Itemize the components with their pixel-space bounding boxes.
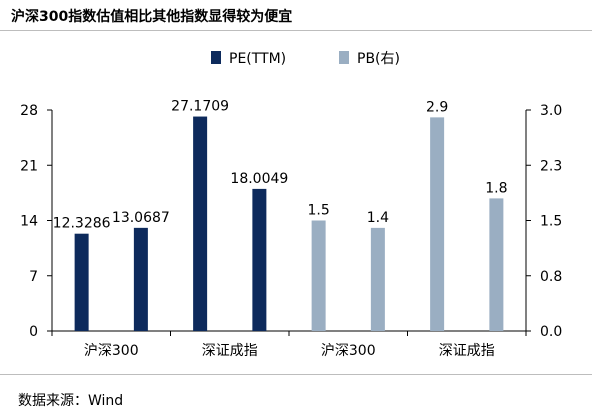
source-note: 数据来源：Wind [18, 393, 124, 409]
y-right-tick-label: 0.0 [540, 324, 562, 340]
legend-swatch-pe [211, 51, 221, 64]
pe-bar [74, 233, 89, 331]
y-right-tick-label: 2.3 [540, 158, 562, 174]
pe-data-label: 27.1709 [171, 99, 229, 115]
source-divider [0, 374, 592, 375]
y-left-tick-label: 7 [29, 269, 38, 285]
x-tick-label: 深证成指 [202, 343, 258, 359]
y-left-tick-label: 21 [20, 158, 38, 174]
pb-data-label: 2.9 [426, 99, 448, 115]
title-divider [0, 30, 592, 31]
legend-swatch-pb [339, 51, 349, 64]
x-tick-label: 深证成指 [439, 343, 495, 359]
pb-data-label: 1.4 [367, 210, 389, 226]
y-right-tick-label: 1.5 [540, 214, 562, 230]
pe-data-label: 13.0687 [112, 210, 170, 226]
pe-bar [133, 227, 148, 331]
pe-data-label: 18.0049 [230, 171, 288, 187]
legend-label-pe: PE(TTM) [229, 51, 286, 67]
pe-bar [252, 188, 267, 331]
y-right-tick-label: 0.8 [540, 269, 562, 285]
legend-label-pb: PB(右) [357, 51, 400, 67]
pb-bar [430, 117, 445, 331]
pb-data-label: 1.8 [485, 180, 507, 196]
y-left-tick-label: 28 [20, 103, 38, 119]
y-left-tick-label: 0 [29, 324, 38, 340]
chart-area: 0 7 14 21 28 0.0 0.8 1.5 2.3 3.0 沪深300 深证成指 沪深300 深证成… [20, 51, 562, 359]
pe-bar [193, 116, 208, 331]
pb-bar [370, 227, 385, 331]
pb-data-label: 1.5 [307, 203, 329, 219]
x-tick-label: 沪深300 [321, 343, 376, 359]
pb-bar [311, 220, 326, 331]
y-left-tick-label: 14 [20, 214, 38, 230]
pe-data-label: 12.3286 [53, 216, 111, 232]
x-tick-label: 沪深300 [84, 343, 139, 359]
pb-bar [489, 198, 504, 331]
y-right-tick-label: 3.0 [540, 103, 562, 119]
chart-title: 沪深300指数估值相比其他指数显得较为便宜 [11, 9, 293, 25]
